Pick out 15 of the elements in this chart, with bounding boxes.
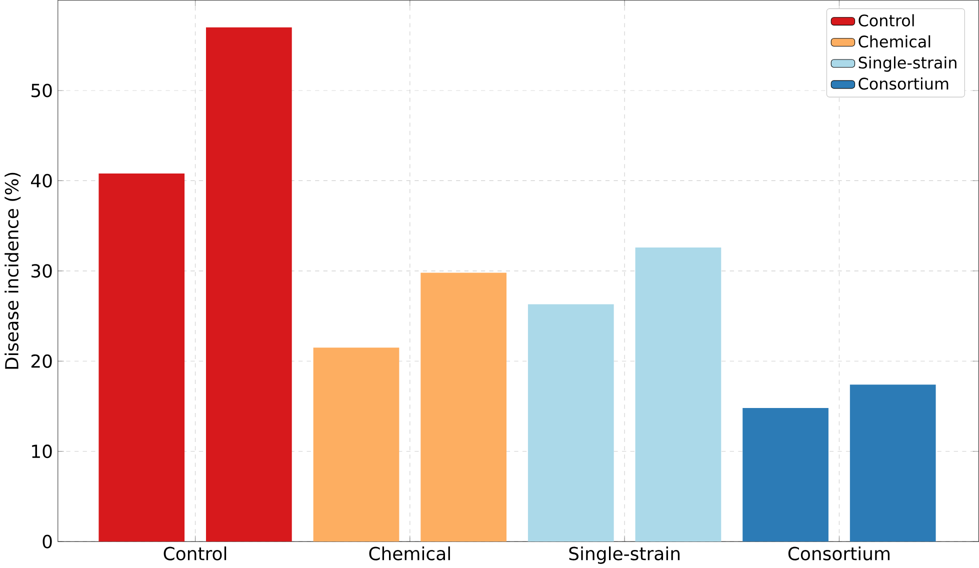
- legend-label: Single-strain: [858, 56, 956, 72]
- y-tick-label: 0: [42, 534, 52, 548]
- y-tick-label: 40: [31, 174, 52, 188]
- y-tick-label: 50: [32, 83, 52, 98]
- legend-label: Consortium: [858, 77, 948, 90]
- x-tick-label: Single-strain: [569, 546, 680, 564]
- legend-label: Chemical: [858, 35, 930, 48]
- x-tick-label: Consortium: [788, 546, 890, 560]
- y-tick-label: 30: [32, 264, 52, 278]
- y-tick-label: 20: [31, 354, 52, 368]
- x-tick-label: Chemical: [369, 546, 450, 560]
- x-tick-label: Control: [164, 546, 226, 560]
- y-tick-label: 10: [32, 444, 52, 458]
- legend-label: Control: [858, 14, 914, 26]
- y-axis-title: Disease incidence (%): [4, 172, 21, 369]
